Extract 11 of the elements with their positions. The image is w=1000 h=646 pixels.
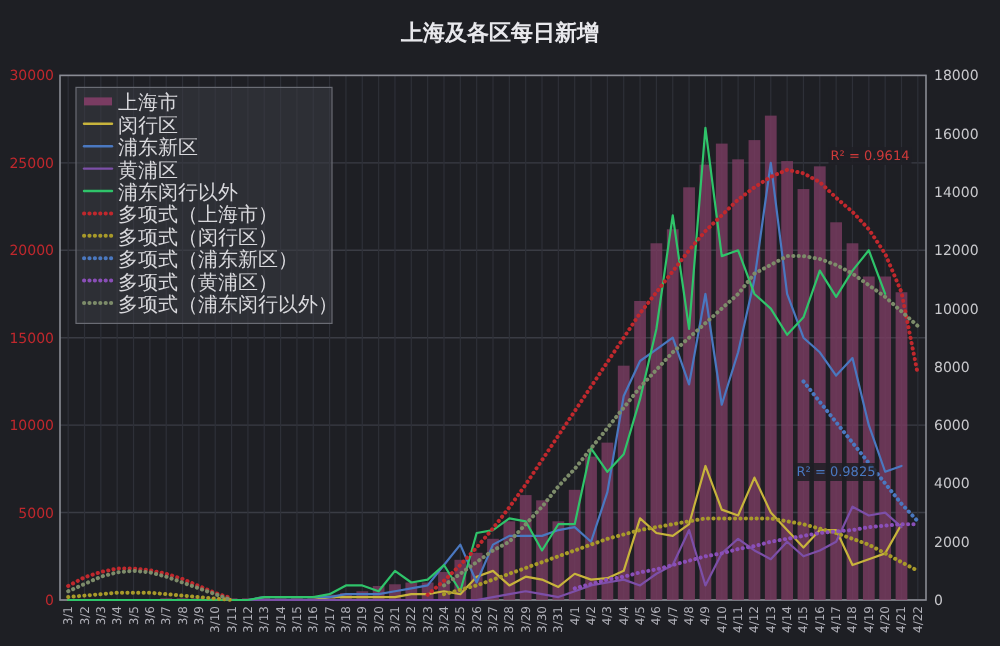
legend-label: 浦东闵行以外: [118, 181, 238, 205]
chart-title: 上海及各区每日新增: [399, 20, 599, 46]
legend-label: 上海市: [118, 91, 178, 116]
legend-label: 浦东新区: [118, 136, 198, 161]
legend-label: 闵行区: [118, 113, 178, 138]
legend-label: 多项式（黄浦区）: [118, 270, 278, 295]
legend-label: 多项式（浦东闵行以外）: [118, 293, 338, 317]
legend-label: 多项式（上海市）: [118, 203, 278, 228]
legend-label: 多项式（浦东新区）: [118, 248, 298, 273]
legend-label: 黄浦区: [118, 158, 178, 183]
legend-label: 多项式（闵行区）: [118, 225, 278, 250]
